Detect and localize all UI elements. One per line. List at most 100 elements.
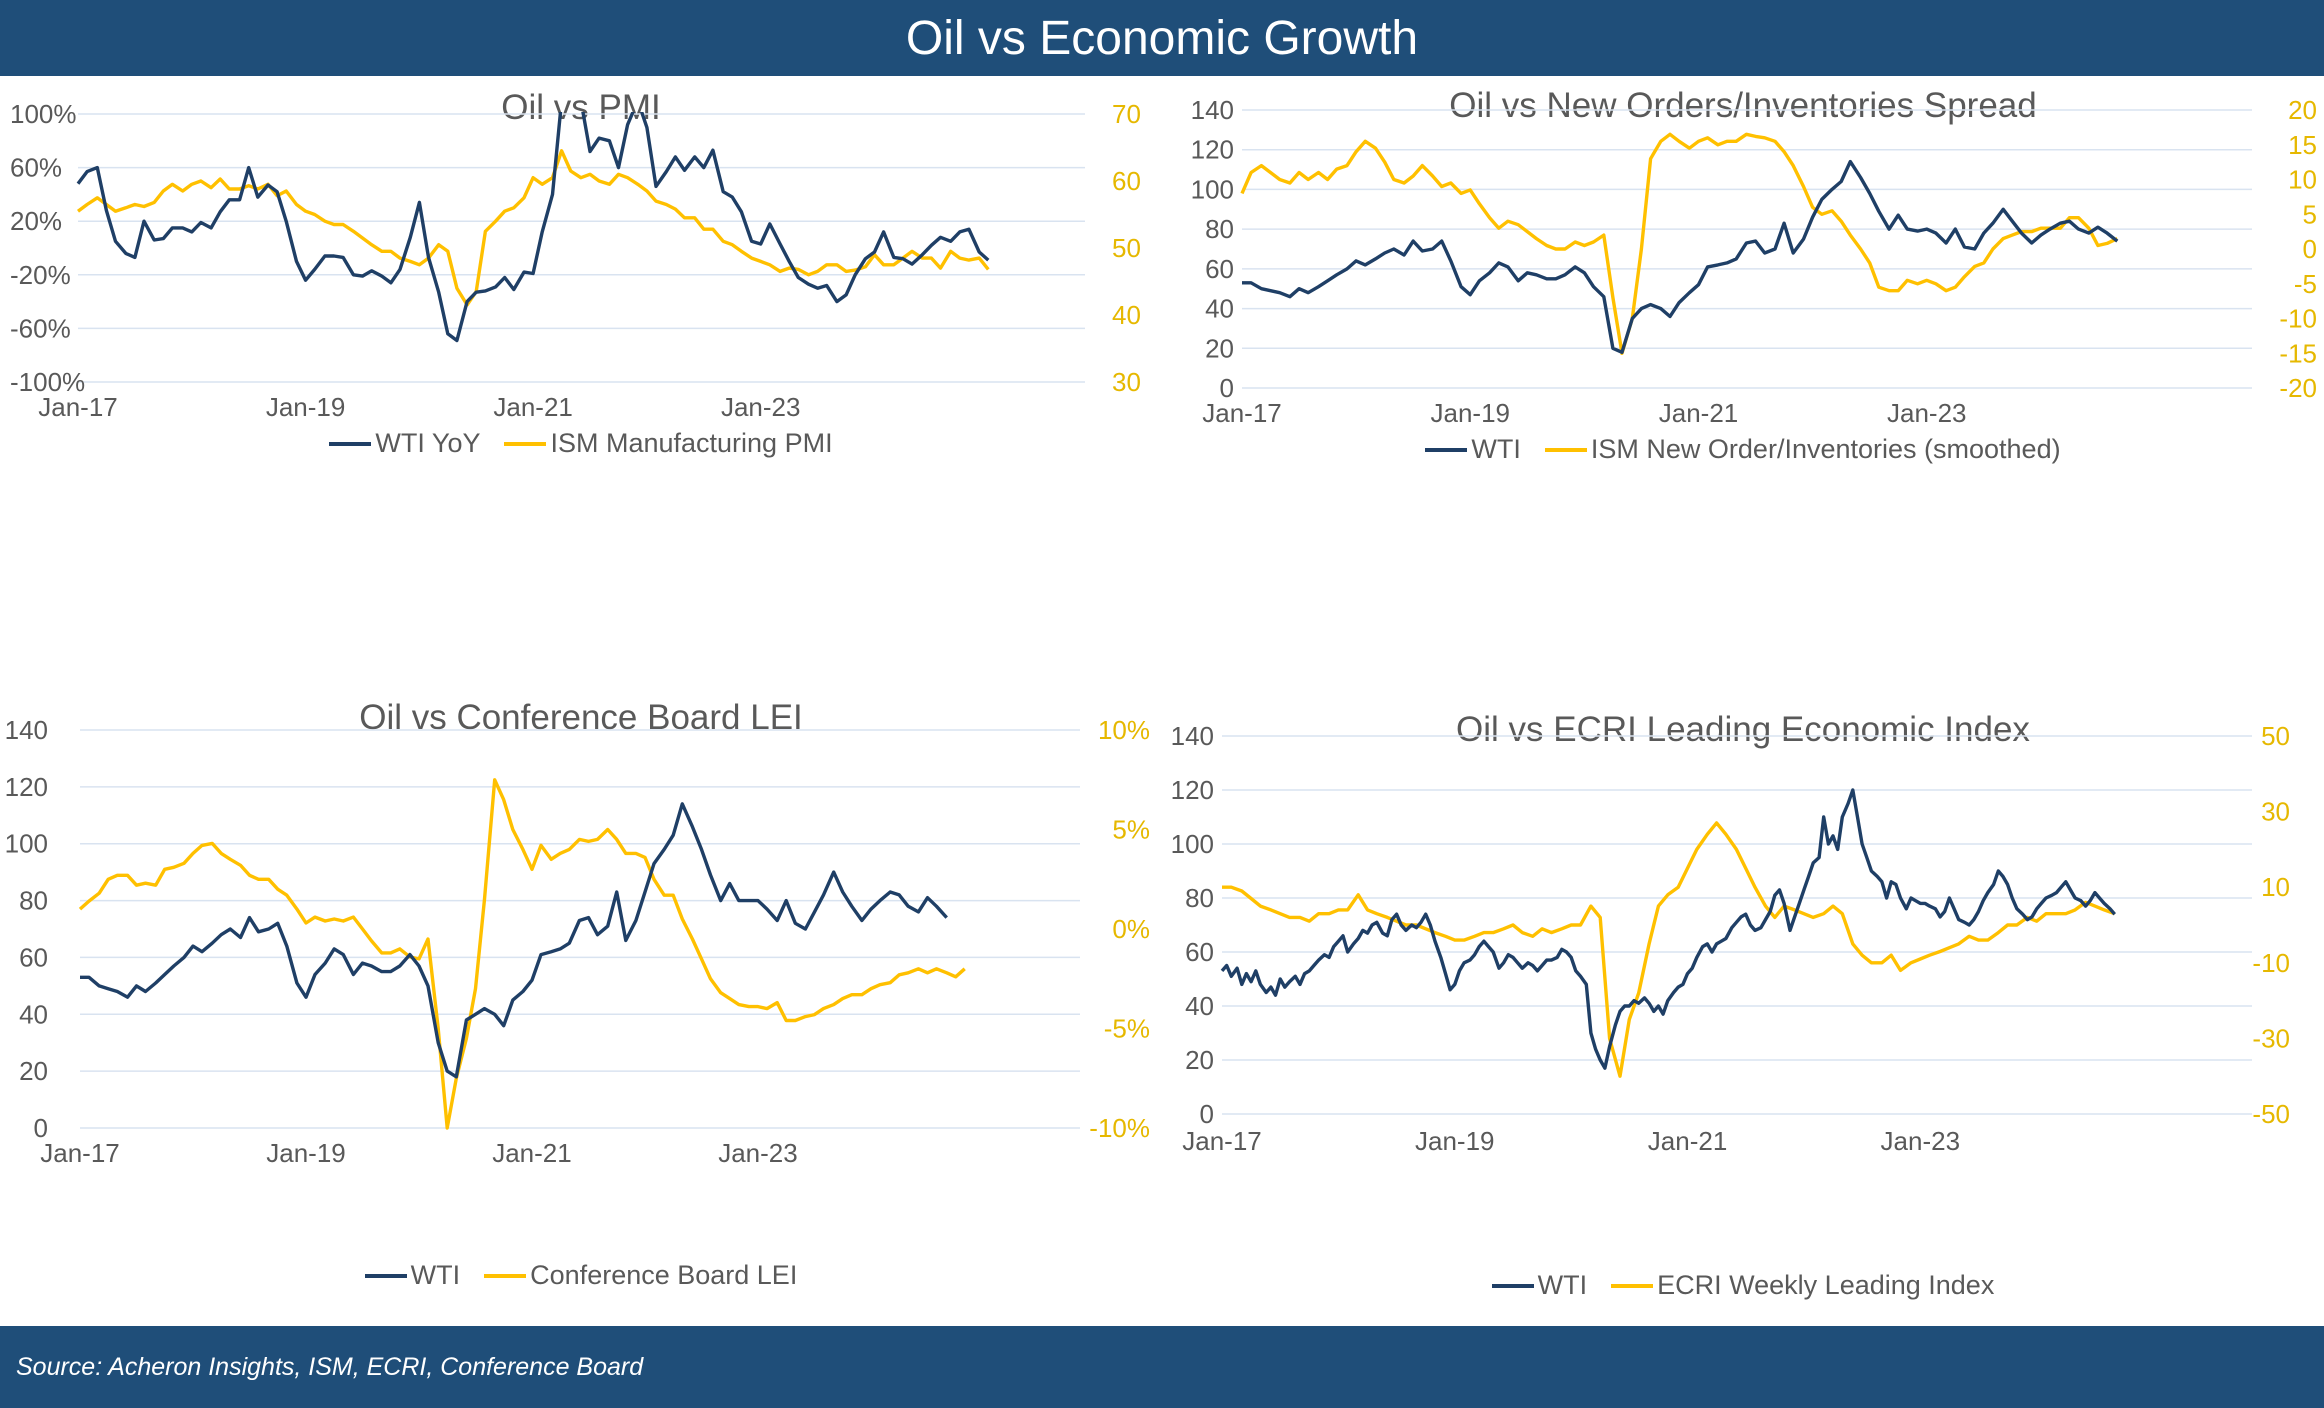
y-right-tick-label: -5 [2294, 269, 2317, 299]
x-tick-label: Jan-21 [1648, 1126, 1728, 1156]
series-line-secondary [1240, 132, 2119, 355]
chart-oil-vs-new-orders: Oil vs New Orders/Inventories Spread 140… [1162, 80, 2324, 700]
legend-swatch [484, 1273, 527, 1278]
y-right-tick-label: -10 [2279, 304, 2317, 334]
y-left-tick-label: 0 [34, 1113, 48, 1143]
legend-label: ISM New Order/Inventories (smoothed) [1590, 434, 2061, 464]
y-left-tick-label: 80 [1205, 214, 1234, 244]
y-left-tick-label: 60 [1185, 937, 1214, 967]
x-tick-label: Jan-19 [266, 1138, 346, 1168]
legend-label: Conference Board LEI [530, 1260, 798, 1290]
y-left-tick-label: 100% [10, 99, 77, 129]
x-tick-label: Jan-23 [1881, 1126, 1961, 1156]
y-left-tick-label: -20% [10, 260, 71, 290]
chart-svg: 140 120 100 80 60 40 20 0 20 15 10 5 0 -5 -10 -15 -20 Jan… [1191, 95, 2317, 428]
x-tick-label: Jan-17 [1182, 1126, 1262, 1156]
y-right-tick-label: 60 [1112, 166, 1141, 196]
series-line-secondary [78, 778, 966, 1130]
series-line-wti [80, 802, 948, 1079]
series-line-secondary [76, 149, 990, 307]
legend-label: WTI YoY [375, 428, 481, 458]
legend-label: WTI [410, 1260, 461, 1290]
legend-item: WTI [1425, 434, 1521, 465]
y-left-tick-label: 120 [1191, 135, 1234, 165]
y-right-tick-label: 70 [1112, 99, 1141, 129]
legend-swatch [504, 441, 547, 446]
y-left-tick-label: 0 [1220, 373, 1234, 403]
y-left-tick-label: 60% [10, 153, 62, 183]
y-left-tick-label: 140 [5, 715, 48, 745]
legend-swatch [364, 1273, 407, 1278]
y-left-tick-label: -100% [10, 367, 85, 397]
y-right-tick-label: 0% [1112, 914, 1150, 944]
y-right-tick-label: 50 [1112, 233, 1141, 263]
y-right-tick-label: 30 [2261, 797, 2290, 827]
y-left-tick-label: 140 [1171, 721, 1214, 751]
x-tick-label: Jan-17 [40, 1138, 120, 1168]
y-left-tick-label: 80 [1185, 883, 1214, 913]
y-right-tick-label: -10 [2252, 948, 2290, 978]
y-right-tick-label: 0 [2303, 234, 2317, 264]
y-right-tick-label: 10 [2288, 165, 2317, 195]
chart-oil-vs-pmi: Oil vs PMI 100% 60% 20% -20% -60% -100% 70 60 50… [0, 80, 1162, 700]
x-tick-label: Jan-17 [38, 392, 118, 422]
source-footer: Source: Acheron Insights, ISM, ECRI, Con… [0, 1326, 2324, 1408]
y-right-tick-label: 30 [1112, 367, 1141, 397]
y-left-tick-label: 40 [1185, 991, 1214, 1021]
legend-item: ECRI Weekly Leading Index [1611, 1270, 1994, 1301]
series-line-wti [1220, 788, 2116, 1070]
x-tick-label: Jan-23 [721, 392, 801, 422]
x-tick-label: Jan-19 [1415, 1126, 1495, 1156]
chart-svg: 140 120 100 80 60 40 20 0 50 30 10 -10 -30 -50 Jan-17 J… [1171, 721, 2290, 1156]
y-right-tick-label: -20 [2279, 373, 2317, 403]
y-right-tick-label: 10 [2261, 872, 2290, 902]
y-left-tick-label: 120 [5, 772, 48, 802]
chart-svg: 100% 60% 20% -20% -60% -100% 70 60 50 40 30 Jan-17 J… [10, 99, 1141, 422]
y-left-tick-label: 40 [19, 999, 48, 1029]
legend-swatch [1544, 447, 1587, 452]
y-right-tick-label: -50 [2252, 1099, 2290, 1129]
x-tick-label: Jan-17 [1202, 398, 1282, 428]
legend-label: WTI [1537, 1270, 1588, 1300]
y-left-tick-label: 100 [1191, 174, 1234, 204]
y-left-tick-label: 60 [19, 942, 48, 972]
legend-swatch [329, 441, 372, 446]
y-right-tick-label: 10% [1098, 715, 1150, 745]
legend-label: ECRI Weekly Leading Index [1657, 1270, 1995, 1300]
series-line-wti [1242, 159, 2119, 354]
legend-item: WTI [364, 1260, 461, 1291]
legend-item: WTI [1491, 1270, 1588, 1301]
chart-legend: WTI Conference Board LEI [0, 1260, 1162, 1291]
chart-legend: WTI ISM New Order/Inventories (smoothed) [1162, 434, 2324, 465]
legend-label: ISM Manufacturing PMI [550, 428, 833, 458]
legend-item: ISM Manufacturing PMI [504, 428, 833, 459]
y-left-tick-label: -60% [10, 313, 71, 343]
legend-item: Conference Board LEI [484, 1260, 797, 1291]
y-right-tick-label: 15 [2288, 130, 2317, 160]
y-right-tick-label: 20 [2288, 95, 2317, 125]
y-right-tick-label: -30 [2252, 1023, 2290, 1053]
y-left-tick-label: 20 [1185, 1045, 1214, 1075]
y-right-tick-label: 40 [1112, 300, 1141, 330]
y-left-tick-label: 20 [19, 1056, 48, 1086]
y-left-tick-label: 60 [1205, 254, 1234, 284]
y-right-tick-label: 5 [2303, 199, 2317, 229]
x-tick-label: Jan-23 [1887, 398, 1967, 428]
y-right-tick-label: -15 [2279, 338, 2317, 368]
chart-title: Oil vs ECRI Leading Economic Index [1456, 710, 2030, 749]
series-line-wti [76, 112, 990, 343]
legend-swatch [1491, 1283, 1534, 1288]
y-left-tick-label: 100 [1171, 829, 1214, 859]
chart-title: Oil vs New Orders/Inventories Spread [1449, 86, 2037, 125]
chart-legend: WTI YoY ISM Manufacturing PMI [0, 428, 1162, 459]
x-tick-label: Jan-23 [718, 1138, 798, 1168]
y-left-tick-label: 0 [1200, 1099, 1214, 1129]
chart-title: Oil vs PMI [501, 88, 661, 127]
y-right-tick-label: 5% [1112, 815, 1150, 845]
chart-svg: 140 120 100 80 60 40 20 0 10% 5% 0% -5% -10% Jan-17 Ja… [5, 715, 1150, 1168]
x-tick-label: Jan-21 [1659, 398, 1739, 428]
series-line-secondary [1222, 821, 2116, 1078]
chart-legend: WTI ECRI Weekly Leading Index [1162, 1270, 2324, 1301]
chart-oil-vs-ecri: Oil vs ECRI Leading Economic Index 140 12… [1162, 700, 2324, 1326]
x-tick-label: Jan-21 [493, 392, 573, 422]
